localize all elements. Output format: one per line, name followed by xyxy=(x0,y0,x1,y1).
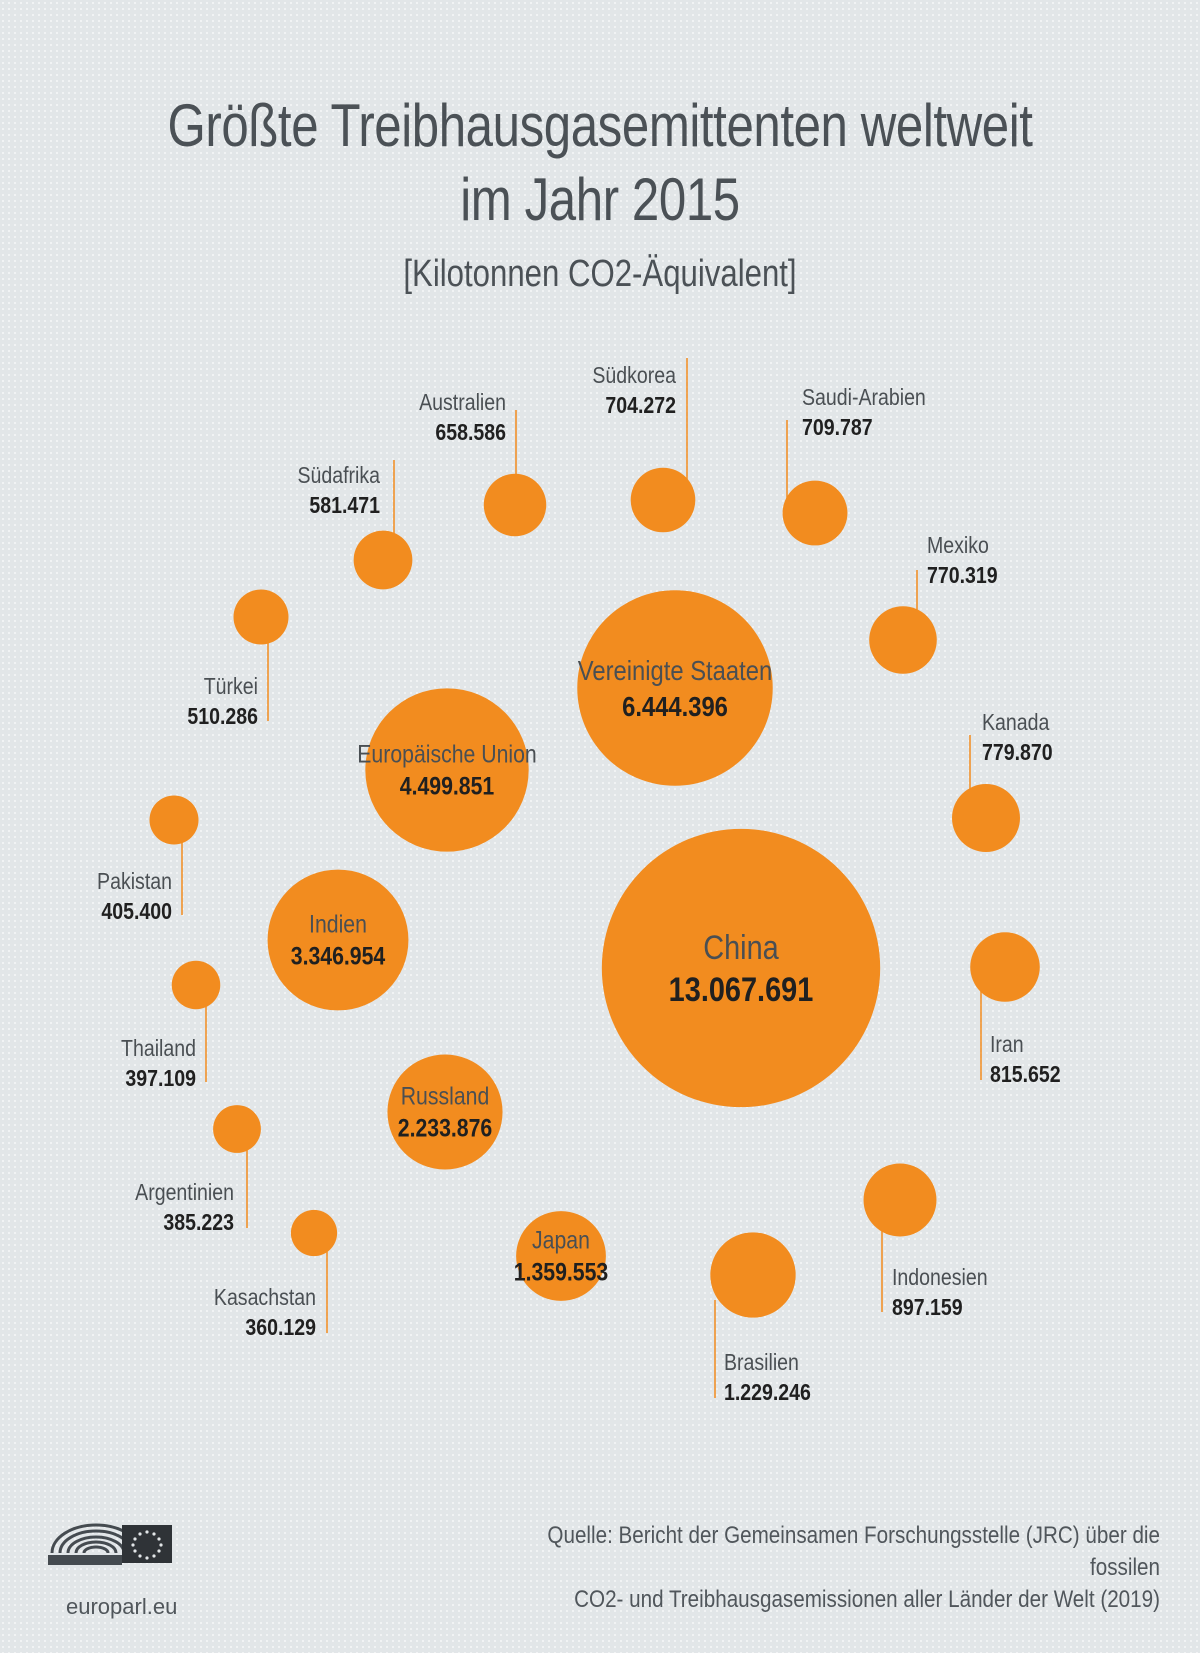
label-value-europäische-union: 4.499.851 xyxy=(400,772,495,800)
bubble-group-argentinien: Argentinien 385.223 xyxy=(135,1105,261,1235)
label-value-pakistan: 405.400 xyxy=(101,899,172,925)
label-value-china: 13.067.691 xyxy=(669,970,814,1009)
label-value-iran: 815.652 xyxy=(990,1062,1061,1088)
label-value-thailand: 397.109 xyxy=(125,1066,196,1092)
bubble-group-südkorea: Südkorea 704.272 xyxy=(592,358,696,533)
europarl-link[interactable]: europarl.eu xyxy=(66,1594,178,1619)
bubble-europäische-union xyxy=(365,688,529,852)
label-value-mexiko: 770.319 xyxy=(927,563,998,589)
bubble-group-südafrika: Südafrika 581.471 xyxy=(297,460,413,590)
label-name-türkei: Türkei xyxy=(204,674,258,700)
bubble-indonesien xyxy=(863,1163,937,1237)
bubble-group-indien: Indien 3.346.954 xyxy=(267,869,409,1011)
bubble-japan xyxy=(516,1211,606,1301)
label-value-russland: 2.233.876 xyxy=(398,1114,493,1142)
bubble-mexiko xyxy=(869,606,937,674)
label-name-china: China xyxy=(703,928,779,967)
source-line-1: Quelle: Bericht der Gemeinsamen Forschun… xyxy=(547,1522,1160,1581)
label-value-japan: 1.359.553 xyxy=(514,1258,609,1286)
label-value-südafrika: 581.471 xyxy=(309,493,380,519)
bubble-group-japan: Japan 1.359.553 xyxy=(514,1211,609,1301)
bubble-group-russland: Russland 2.233.876 xyxy=(387,1054,503,1170)
bubble-group-indonesien: Indonesien 897.159 xyxy=(863,1163,988,1321)
bubble-thailand xyxy=(171,960,221,1010)
label-value-saudi-arabien: 709.787 xyxy=(802,415,873,441)
bubble-group-pakistan: Pakistan 405.400 xyxy=(97,795,199,925)
label-value-kanada: 779.870 xyxy=(982,740,1053,766)
bubble-saudi-arabien xyxy=(782,480,848,546)
label-name-japan: Japan xyxy=(532,1226,590,1254)
label-value-indonesien: 897.159 xyxy=(892,1295,963,1321)
label-value-vereinigte-staaten: 6.444.396 xyxy=(622,690,728,722)
chart-title-line2: im Jahr 2015 xyxy=(460,166,740,233)
label-name-europäische-union: Europäische Union xyxy=(357,740,536,768)
bubble-argentinien xyxy=(213,1105,261,1153)
bubble-indien xyxy=(267,869,409,1011)
chart-title-line1: Größte Treibhausgasemittenten weltweit xyxy=(167,92,1033,159)
label-name-iran: Iran xyxy=(990,1032,1024,1058)
bubble-group-saudi-arabien: Saudi-Arabien 709.787 xyxy=(782,385,926,546)
bubble-group-thailand: Thailand 397.109 xyxy=(121,960,221,1092)
label-name-kasachstan: Kasachstan xyxy=(214,1285,316,1311)
label-name-brasilien: Brasilien xyxy=(724,1350,799,1376)
bubble-group-mexiko: Mexiko 770.319 xyxy=(869,533,998,674)
bubble-australien xyxy=(483,473,547,537)
label-value-kasachstan: 360.129 xyxy=(245,1315,316,1341)
bubble-russland xyxy=(387,1054,503,1170)
bubble-südkorea xyxy=(630,467,696,533)
parliament-hemicycle-icon xyxy=(48,1523,172,1565)
label-name-kanada: Kanada xyxy=(982,710,1049,736)
bubble-türkei xyxy=(233,589,289,645)
label-name-thailand: Thailand xyxy=(121,1036,196,1062)
bubble-group-türkei: Türkei 510.286 xyxy=(187,589,289,730)
label-value-argentinien: 385.223 xyxy=(163,1210,234,1236)
bubble-kanada xyxy=(952,784,1020,852)
label-value-indien: 3.346.954 xyxy=(291,942,386,970)
label-value-australien: 658.586 xyxy=(435,420,506,446)
label-name-saudi-arabien: Saudi-Arabien xyxy=(802,385,926,411)
source-note: Quelle: Bericht der Gemeinsamen Forschun… xyxy=(506,1520,1160,1616)
label-name-indien: Indien xyxy=(309,910,367,938)
label-name-vereinigte-staaten: Vereinigte Staaten xyxy=(578,654,772,686)
label-name-pakistan: Pakistan xyxy=(97,869,172,895)
bubble-kasachstan xyxy=(290,1209,338,1257)
label-name-argentinien: Argentinien xyxy=(135,1180,234,1206)
label-name-mexiko: Mexiko xyxy=(927,533,989,559)
bubble-pakistan xyxy=(149,795,199,845)
bubble-group-vereinigte-staaten: Vereinigte Staaten 6.444.396 xyxy=(577,590,773,786)
label-name-südafrika: Südafrika xyxy=(297,463,380,489)
label-name-russland: Russland xyxy=(401,1082,490,1110)
bubble-iran xyxy=(970,932,1040,1002)
bubble-group-kasachstan: Kasachstan 360.129 xyxy=(214,1209,338,1341)
bubble-group-australien: Australien 658.586 xyxy=(419,390,547,537)
bubble-group-europäische-union: Europäische Union 4.499.851 xyxy=(357,688,537,852)
bubble-china xyxy=(601,828,881,1108)
label-name-indonesien: Indonesien xyxy=(892,1265,988,1291)
bubble-group-iran: Iran 815.652 xyxy=(970,932,1061,1088)
label-value-südkorea: 704.272 xyxy=(605,393,676,419)
bubble-brasilien xyxy=(710,1232,796,1318)
source-line-2: CO2- und Treibhausgasemissionen aller Lä… xyxy=(574,1586,1160,1613)
label-value-brasilien: 1.229.246 xyxy=(724,1380,811,1406)
bubble-group-brasilien: Brasilien 1.229.246 xyxy=(710,1232,811,1405)
european-parliament-logo xyxy=(44,1505,174,1590)
bubble-südafrika xyxy=(353,530,413,590)
bubble-group-kanada: Kanada 779.870 xyxy=(952,710,1053,852)
bubble-vereinigte-staaten xyxy=(577,590,773,786)
label-name-südkorea: Südkorea xyxy=(592,363,676,389)
label-name-australien: Australien xyxy=(419,390,506,416)
chart-subtitle: [Kilotonnen CO2-Äquivalent] xyxy=(403,253,797,295)
label-value-türkei: 510.286 xyxy=(187,704,258,730)
